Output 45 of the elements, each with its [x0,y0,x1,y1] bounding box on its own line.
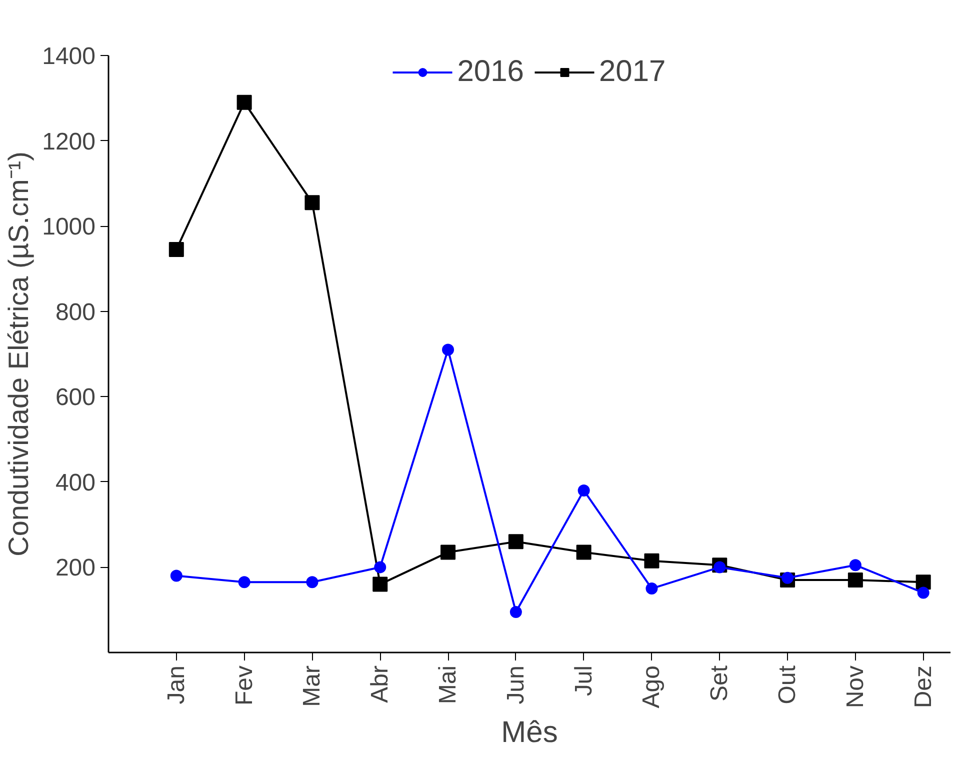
x-tick-label: Ago [638,666,666,708]
legend-label: 2016 [457,55,524,89]
point [576,544,592,560]
point [236,94,252,110]
point [306,576,318,588]
x-tick-label: Abr [366,665,394,703]
point [372,576,388,592]
x-tick-label: Mai [434,666,462,704]
y-tick-label: 1200 [42,128,96,156]
y-tick-label: 1000 [42,214,96,241]
point [440,544,456,560]
x-tick-label: Out [774,665,802,704]
point [644,553,660,568]
point [848,572,863,588]
x-tick-label: Nov [842,665,869,708]
point [849,559,862,572]
point [917,586,930,599]
x-tick-label: Jan [162,665,190,704]
legend-label: 2017 [599,55,666,89]
point [510,606,522,618]
point [508,534,524,550]
y-tick-label: 800 [55,298,96,326]
y-tick-label: 1400 [42,43,96,70]
x-tick-label: Set [706,665,734,702]
x-tick-label: Dez [910,665,937,708]
point [170,570,182,582]
point [714,561,726,574]
y-tick-label: 600 [55,384,96,412]
x-tick-label: Mar [298,665,326,707]
point [442,344,454,356]
y-tick-label: 200 [55,554,96,582]
point [304,195,320,210]
x-axis-title: Mês [501,716,558,750]
x-tick-label: Fev [230,665,258,706]
point [374,561,386,574]
point [782,572,794,584]
x-tick-label: Jul [570,665,598,696]
y-tick-label: 400 [55,469,96,496]
y-axis-title: Condutividade Elétrica (µS.cm⁻¹) [3,152,34,556]
point [168,242,184,258]
point [238,576,250,588]
point [916,574,931,590]
x-tick-label: Jun [502,665,530,704]
point [578,484,590,496]
point [646,582,658,595]
